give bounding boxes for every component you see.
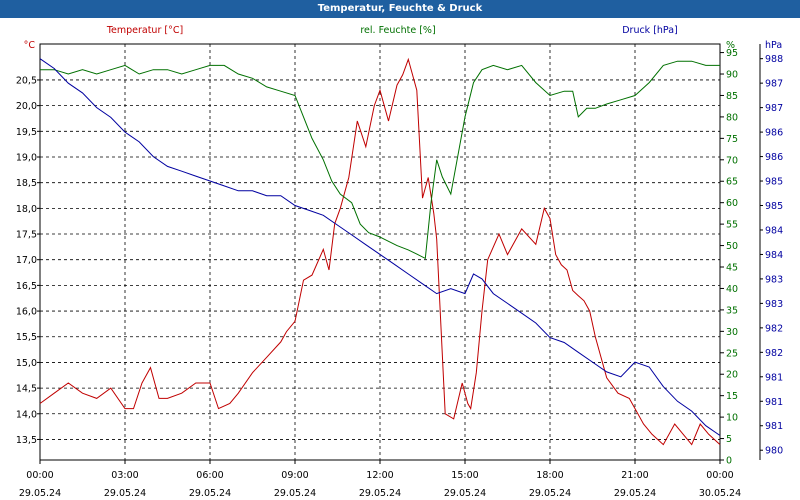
- legend-pressure: Druck [hPa]: [622, 25, 678, 36]
- temperature-tick-label: 17,5: [16, 230, 37, 241]
- x-tick-label-time: 00:00: [706, 470, 733, 481]
- temperature-tick-label: 15,0: [16, 358, 37, 369]
- pressure-tick-label: 987: [765, 103, 783, 114]
- temperature-tick-label: 14,5: [16, 384, 37, 395]
- temperature-unit-label: °C: [24, 40, 36, 51]
- pressure-tick-label: 986: [765, 128, 783, 139]
- temperature-tick-label: 19,5: [16, 127, 37, 138]
- pressure-tick-label: 985: [765, 177, 783, 188]
- pressure-tick-label: 983: [765, 274, 783, 285]
- humidity-tick-label: 35: [726, 305, 738, 316]
- x-tick-label-date: 29.05.24: [529, 488, 571, 499]
- x-tick-label-time: 15:00: [451, 470, 478, 481]
- x-tick-label-date: 29.05.24: [189, 488, 231, 499]
- axes: 00:00 29.05.24 03:00 29.05.24 06:00 29.05.24 0…: [16, 25, 783, 499]
- temperature-tick-label: 16,5: [16, 281, 37, 292]
- humidity-tick-label: 80: [726, 112, 738, 123]
- temperature-tick-label: 14,0: [16, 409, 37, 420]
- humidity-tick-label: 0: [726, 456, 732, 467]
- humidity-tick-label: 40: [726, 284, 738, 295]
- pressure-tick-label: 983: [765, 299, 783, 310]
- humidity-tick-label: 75: [726, 134, 738, 145]
- humidity-tick-label: 50: [726, 241, 738, 252]
- grid: [39, 43, 721, 461]
- temperature-tick-label: 18,0: [16, 204, 37, 215]
- pressure-tick-label: 986: [765, 152, 783, 163]
- x-tick-label-time: 09:00: [281, 470, 308, 481]
- series-line-temperature: [39, 57, 721, 446]
- x-tick-label-time: 06:00: [196, 470, 223, 481]
- x-tick-label-time: 03:00: [111, 470, 138, 481]
- x-tick-label-date: 30.05.24: [699, 488, 741, 499]
- humidity-tick-label: 90: [726, 70, 738, 81]
- temperature-tick-label: 20,5: [16, 75, 37, 86]
- humidity-tick-label: 30: [726, 327, 738, 338]
- pressure-tick-label: 982: [765, 323, 783, 334]
- humidity-tick-label: 20: [726, 370, 738, 381]
- humidity-tick-label: 55: [726, 220, 738, 231]
- x-tick-label-time: 00:00: [26, 470, 53, 481]
- humidity-tick-label: 15: [726, 391, 738, 402]
- pressure-tick-label: 982: [765, 348, 783, 359]
- pressure-tick-label: 984: [765, 225, 783, 236]
- x-tick-label-time: 18:00: [536, 470, 563, 481]
- humidity-tick-label: 45: [726, 263, 738, 274]
- pressure-tick-label: 984: [765, 250, 783, 261]
- x-tick-label-date: 29.05.24: [614, 488, 656, 499]
- temperature-tick-label: 16,0: [16, 307, 37, 318]
- temperature-tick-label: 17,0: [16, 255, 37, 266]
- pressure-tick-label: 981: [765, 421, 783, 432]
- humidity-tick-label: 65: [726, 177, 738, 188]
- pressure-tick-label: 981: [765, 397, 783, 408]
- humidity-tick-label: 60: [726, 198, 738, 209]
- humidity-unit-label: %: [726, 40, 735, 51]
- humidity-tick-label: 25: [726, 348, 738, 359]
- humidity-tick-label: 95: [726, 48, 738, 59]
- humidity-tick-label: 5: [726, 434, 732, 445]
- x-tick-label-time: 21:00: [621, 470, 648, 481]
- x-tick-label-date: 29.05.24: [444, 488, 486, 499]
- temperature-tick-label: 18,5: [16, 178, 37, 189]
- temperature-tick-label: 13,5: [16, 435, 37, 446]
- temperature-tick-label: 15,5: [16, 332, 37, 343]
- humidity-tick-label: 70: [726, 155, 738, 166]
- temperature-tick-label: 19,0: [16, 152, 37, 163]
- humidity-tick-label: 85: [726, 91, 738, 102]
- chart-title: Temperatur, Feuchte & Druck: [0, 0, 800, 18]
- chart-plot: 00:00 29.05.24 03:00 29.05.24 06:00 29.05.24 0…: [16, 25, 783, 499]
- humidity-tick-label: 10: [726, 413, 738, 424]
- pressure-tick-label: 985: [765, 201, 783, 212]
- series-line-humidity: [40, 60, 720, 260]
- temperature-tick-label: 20,0: [16, 101, 37, 112]
- x-tick-label-time: 12:00: [366, 470, 393, 481]
- series-line-pressure: [39, 58, 721, 436]
- x-tick-label-date: 29.05.24: [274, 488, 316, 499]
- pressure-tick-label: 987: [765, 79, 783, 90]
- legend-temperature: Temperatur [°C]: [106, 25, 183, 36]
- x-tick-label-date: 29.05.24: [359, 488, 401, 499]
- x-tick-label-date: 29.05.24: [104, 488, 146, 499]
- pressure-tick-label: 981: [765, 372, 783, 383]
- legend-humidity: rel. Feuchte [%]: [360, 25, 435, 36]
- series-lines: [39, 57, 721, 446]
- x-tick-label-date: 29.05.24: [19, 488, 61, 499]
- pressure-tick-label: 980: [765, 446, 783, 457]
- pressure-tick-label: 988: [765, 54, 783, 65]
- pressure-unit-label: hPa: [765, 40, 782, 51]
